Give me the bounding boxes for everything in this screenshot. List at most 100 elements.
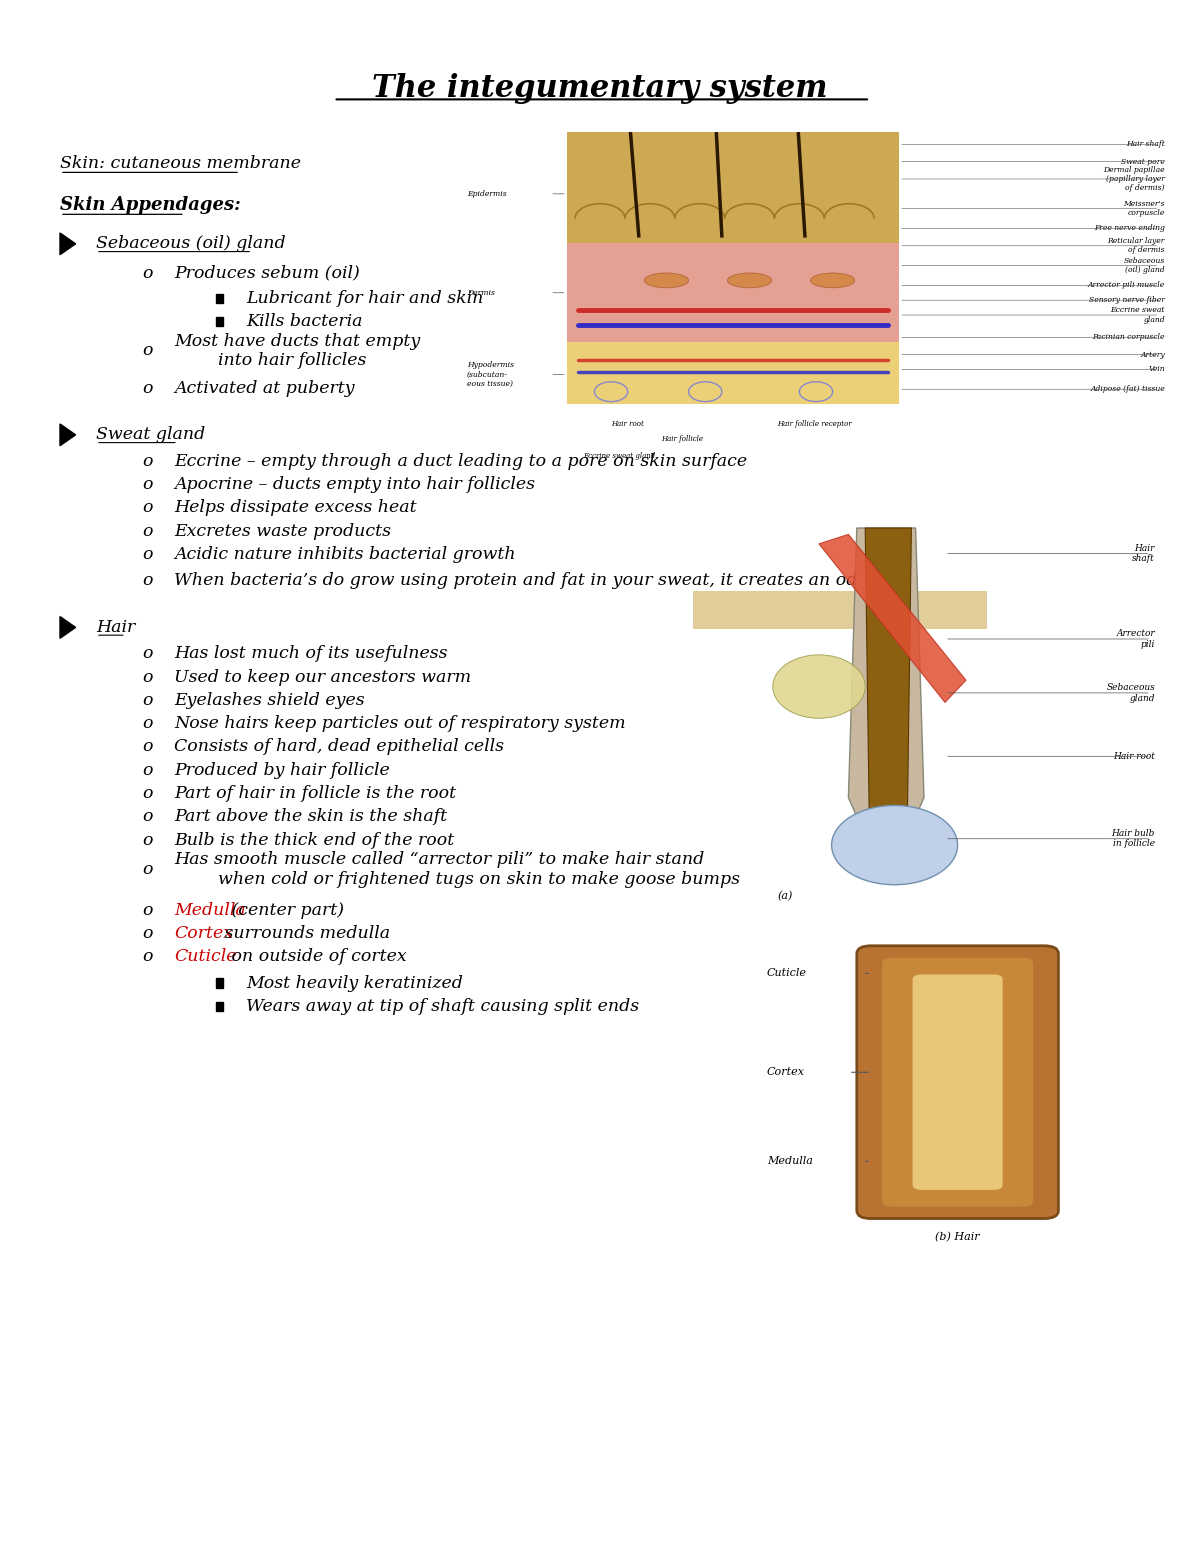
Bar xyxy=(566,342,899,404)
Text: o: o xyxy=(143,669,152,685)
Ellipse shape xyxy=(644,273,689,287)
Text: o: o xyxy=(143,902,152,918)
Text: The integumentary system: The integumentary system xyxy=(372,73,828,104)
Text: Free nerve ending: Free nerve ending xyxy=(1094,225,1165,233)
Text: o: o xyxy=(143,809,152,825)
Text: o: o xyxy=(143,832,152,848)
Text: Pacinian corpuscle: Pacinian corpuscle xyxy=(1092,334,1165,342)
Text: o: o xyxy=(143,547,152,562)
Text: (center part): (center part) xyxy=(226,902,344,918)
Text: Produced by hair follicle: Produced by hair follicle xyxy=(174,763,390,778)
Text: Epidermis: Epidermis xyxy=(467,189,506,197)
Text: Dermal papillae
(papillary layer
of dermis): Dermal papillae (papillary layer of derm… xyxy=(1103,166,1165,193)
Text: Arrector
pili: Arrector pili xyxy=(1116,629,1154,649)
Text: Bulb is the thick end of the root: Bulb is the thick end of the root xyxy=(174,832,455,848)
Text: Part above the skin is the shaft: Part above the skin is the shaft xyxy=(174,809,448,825)
Bar xyxy=(694,592,986,629)
Text: Hair: Hair xyxy=(96,620,136,635)
Text: Sweat gland: Sweat gland xyxy=(96,427,205,443)
Ellipse shape xyxy=(727,273,772,287)
Bar xyxy=(216,294,223,303)
FancyBboxPatch shape xyxy=(882,958,1033,1207)
Text: Consists of hard, dead epithelial cells: Consists of hard, dead epithelial cells xyxy=(174,739,504,755)
Text: Meissner's
corpuscle: Meissner's corpuscle xyxy=(1123,200,1165,217)
Text: Has lost much of its usefulness: Has lost much of its usefulness xyxy=(174,646,448,662)
Text: Skin Appendages:: Skin Appendages: xyxy=(60,196,241,214)
Text: Hair follicle receptor: Hair follicle receptor xyxy=(778,419,852,429)
Text: o: o xyxy=(143,523,152,539)
FancyBboxPatch shape xyxy=(857,946,1058,1219)
Bar xyxy=(566,132,899,244)
Ellipse shape xyxy=(773,655,865,719)
Text: o: o xyxy=(143,380,152,396)
Text: o: o xyxy=(143,862,152,877)
Text: o: o xyxy=(143,693,152,708)
Text: Medulla: Medulla xyxy=(767,1157,812,1166)
Text: o: o xyxy=(143,716,152,731)
Text: Hair root: Hair root xyxy=(1114,752,1154,761)
Text: o: o xyxy=(143,266,152,281)
Text: Nose hairs keep particles out of respiratory system: Nose hairs keep particles out of respira… xyxy=(174,716,625,731)
Text: o: o xyxy=(143,926,152,941)
Text: o: o xyxy=(143,343,152,359)
Text: Cuticle: Cuticle xyxy=(174,949,236,964)
Ellipse shape xyxy=(810,273,854,287)
Text: Sebaceous
(oil) gland: Sebaceous (oil) gland xyxy=(1123,256,1165,275)
Text: Sensory nerve fiber: Sensory nerve fiber xyxy=(1090,297,1165,304)
Text: Skin: cutaneous membrane: Skin: cutaneous membrane xyxy=(60,155,301,171)
Text: (a): (a) xyxy=(778,891,792,901)
Text: o: o xyxy=(143,786,152,801)
Text: Has smooth muscle called “arrector pili” to make hair stand
        when cold or: Has smooth muscle called “arrector pili”… xyxy=(174,851,740,888)
Ellipse shape xyxy=(832,806,958,885)
Text: Eyelashes shield eyes: Eyelashes shield eyes xyxy=(174,693,365,708)
Text: Hair bulb
in follicle: Hair bulb in follicle xyxy=(1111,829,1154,848)
Text: Vein: Vein xyxy=(1148,365,1165,373)
Text: o: o xyxy=(143,646,152,662)
Polygon shape xyxy=(865,528,912,854)
Text: o: o xyxy=(143,739,152,755)
Polygon shape xyxy=(60,617,76,638)
Text: Lubricant for hair and skin: Lubricant for hair and skin xyxy=(246,290,484,306)
Text: Kills bacteria: Kills bacteria xyxy=(246,314,362,329)
Text: Eccrine sweat
gland: Eccrine sweat gland xyxy=(1110,306,1165,323)
Text: Activated at puberty: Activated at puberty xyxy=(174,380,355,396)
Text: Cortex: Cortex xyxy=(174,926,233,941)
Text: Hair shaft: Hair shaft xyxy=(1126,140,1165,149)
FancyBboxPatch shape xyxy=(913,974,1003,1190)
Bar xyxy=(566,244,899,342)
Polygon shape xyxy=(848,528,924,860)
Text: o: o xyxy=(143,949,152,964)
Bar xyxy=(216,317,223,326)
Text: Used to keep our ancestors warm: Used to keep our ancestors warm xyxy=(174,669,472,685)
Text: Hypodermis
(subcutan-
eous tissue): Hypodermis (subcutan- eous tissue) xyxy=(467,362,514,388)
Text: Produces sebum (oil): Produces sebum (oil) xyxy=(174,266,360,281)
Text: Eccrine – empty through a duct leading to a pore on skin surface: Eccrine – empty through a duct leading t… xyxy=(174,453,748,469)
Text: Artery: Artery xyxy=(1140,351,1165,359)
Text: o: o xyxy=(143,763,152,778)
Text: Sebaceous
gland: Sebaceous gland xyxy=(1106,683,1154,702)
Text: Medulla: Medulla xyxy=(174,902,246,918)
Text: Acidic nature inhibits bacterial growth: Acidic nature inhibits bacterial growth xyxy=(174,547,516,562)
Bar xyxy=(216,978,223,988)
Polygon shape xyxy=(820,534,966,702)
Polygon shape xyxy=(60,424,76,446)
Text: Reticular layer
of dermis: Reticular layer of dermis xyxy=(1108,238,1165,255)
Text: Most heavily keratinized: Most heavily keratinized xyxy=(246,975,463,991)
Bar xyxy=(216,1002,223,1011)
Text: surrounds medulla: surrounds medulla xyxy=(218,926,390,941)
Text: Sebaceous (oil) gland: Sebaceous (oil) gland xyxy=(96,236,286,252)
Text: Helps dissipate excess heat: Helps dissipate excess heat xyxy=(174,500,416,516)
Text: on outside of cortex: on outside of cortex xyxy=(226,949,407,964)
Text: Arrector pili muscle: Arrector pili muscle xyxy=(1087,281,1165,289)
Text: (b) Hair: (b) Hair xyxy=(935,1232,980,1242)
Text: Cortex: Cortex xyxy=(767,1067,805,1078)
Text: Dermis: Dermis xyxy=(467,289,494,297)
Text: o: o xyxy=(143,453,152,469)
Text: Hair
shaft: Hair shaft xyxy=(1133,544,1154,564)
Text: Apocrine – ducts empty into hair follicles: Apocrine – ducts empty into hair follicl… xyxy=(174,477,535,492)
Text: Cuticle: Cuticle xyxy=(767,969,806,978)
Text: Most have ducts that empty
        into hair follicles: Most have ducts that empty into hair fol… xyxy=(174,332,420,370)
Text: Sweat pore: Sweat pore xyxy=(1121,158,1165,166)
Text: o: o xyxy=(143,477,152,492)
Text: o: o xyxy=(143,573,152,589)
